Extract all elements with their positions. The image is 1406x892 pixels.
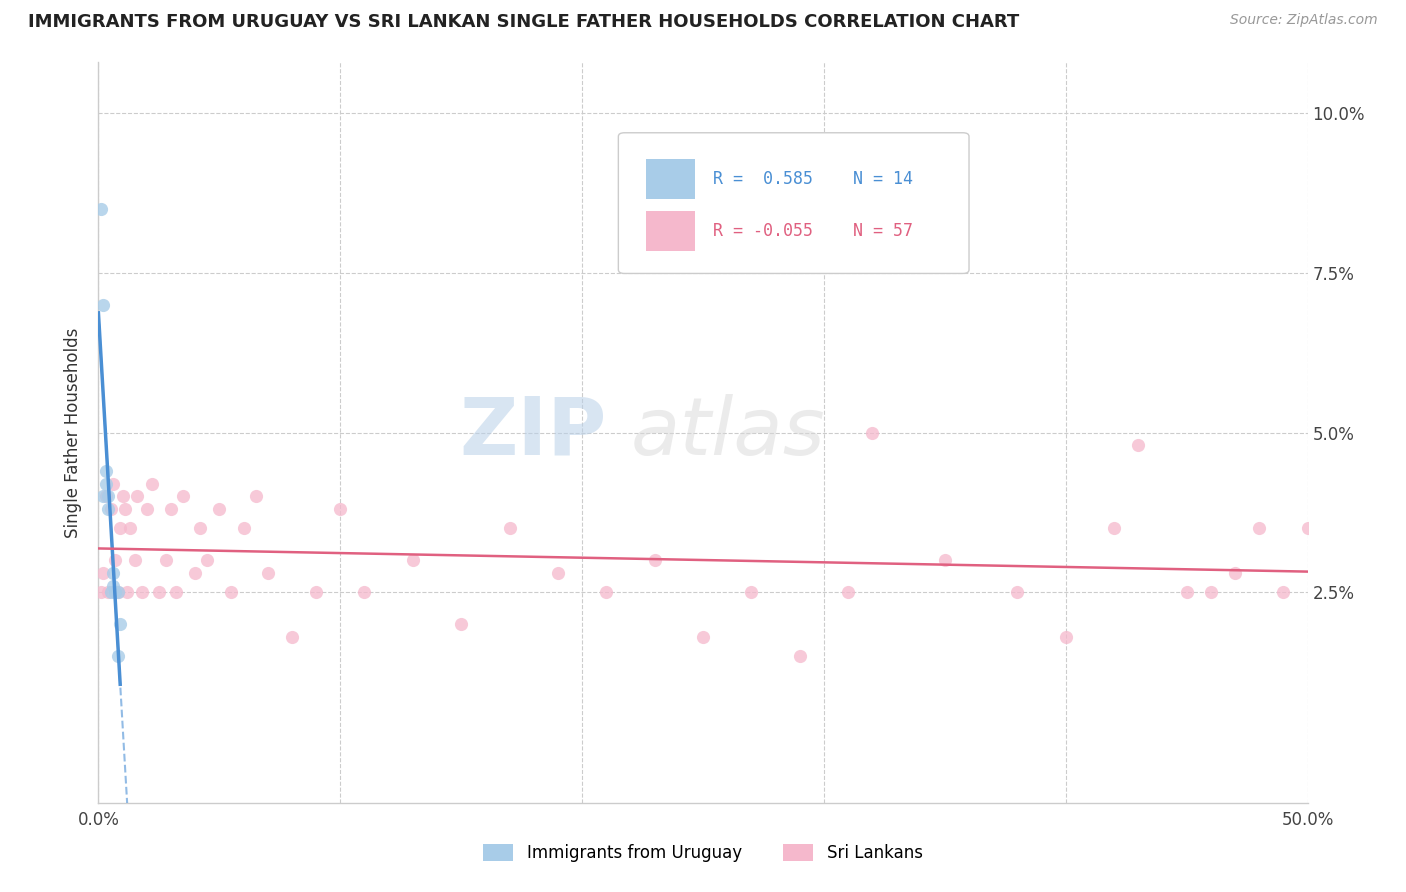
- Point: [1272, 585, 1295, 599]
- Point: [91, 490, 114, 504]
- Text: atlas: atlas: [630, 393, 825, 472]
- Text: R =  0.585    N = 14: R = 0.585 N = 14: [713, 170, 912, 188]
- Point: [97, 585, 120, 599]
- Point: [107, 585, 129, 599]
- Point: [101, 476, 124, 491]
- Point: [117, 585, 139, 599]
- Point: [97, 490, 120, 504]
- FancyBboxPatch shape: [647, 211, 695, 252]
- Point: [860, 425, 883, 440]
- Point: [104, 585, 127, 599]
- Point: [353, 585, 375, 599]
- Point: [107, 648, 129, 663]
- Point: [221, 585, 243, 599]
- Point: [111, 490, 134, 504]
- Point: [108, 617, 131, 632]
- Point: [195, 553, 218, 567]
- Point: [498, 521, 520, 535]
- Point: [184, 566, 207, 580]
- Point: [104, 553, 127, 567]
- Point: [90, 202, 112, 217]
- Point: [94, 476, 117, 491]
- Text: Source: ZipAtlas.com: Source: ZipAtlas.com: [1230, 13, 1378, 28]
- Point: [934, 553, 956, 567]
- Point: [131, 585, 153, 599]
- FancyBboxPatch shape: [619, 133, 969, 274]
- Point: [1102, 521, 1125, 535]
- Point: [100, 585, 122, 599]
- Point: [172, 490, 194, 504]
- Point: [1249, 521, 1271, 535]
- Point: [90, 585, 112, 599]
- Point: [1199, 585, 1222, 599]
- Point: [94, 464, 117, 478]
- Point: [94, 490, 117, 504]
- Point: [124, 553, 146, 567]
- Point: [127, 490, 149, 504]
- Point: [402, 553, 425, 567]
- Point: [148, 585, 170, 599]
- Text: R = -0.055    N = 57: R = -0.055 N = 57: [713, 222, 912, 240]
- Y-axis label: Single Father Households: Single Father Households: [65, 327, 83, 538]
- Point: [329, 502, 352, 516]
- Point: [1296, 521, 1319, 535]
- Point: [165, 585, 187, 599]
- Point: [1175, 585, 1198, 599]
- Point: [547, 566, 569, 580]
- Point: [160, 502, 183, 516]
- Text: IMMIGRANTS FROM URUGUAY VS SRI LANKAN SINGLE FATHER HOUSEHOLDS CORRELATION CHART: IMMIGRANTS FROM URUGUAY VS SRI LANKAN SI…: [28, 13, 1019, 31]
- Point: [245, 490, 267, 504]
- Point: [135, 502, 157, 516]
- Point: [155, 553, 177, 567]
- Point: [789, 648, 811, 663]
- Point: [100, 502, 122, 516]
- Point: [97, 502, 120, 516]
- Point: [595, 585, 617, 599]
- Point: [91, 566, 114, 580]
- Point: [208, 502, 231, 516]
- Point: [232, 521, 254, 535]
- Point: [91, 298, 114, 312]
- Point: [101, 579, 124, 593]
- Point: [141, 476, 163, 491]
- Point: [114, 502, 136, 516]
- Point: [305, 585, 328, 599]
- Legend: Immigrants from Uruguay, Sri Lankans: Immigrants from Uruguay, Sri Lankans: [477, 837, 929, 869]
- Point: [644, 553, 666, 567]
- Point: [837, 585, 859, 599]
- Point: [101, 566, 124, 580]
- FancyBboxPatch shape: [647, 159, 695, 200]
- Point: [108, 521, 131, 535]
- Point: [281, 630, 304, 644]
- Point: [1223, 566, 1246, 580]
- Text: ZIP: ZIP: [458, 393, 606, 472]
- Point: [1128, 438, 1150, 452]
- Point: [1007, 585, 1029, 599]
- Point: [692, 630, 714, 644]
- Point: [256, 566, 278, 580]
- Point: [450, 617, 472, 632]
- Point: [107, 585, 129, 599]
- Point: [188, 521, 211, 535]
- Point: [118, 521, 141, 535]
- Point: [1054, 630, 1077, 644]
- Point: [740, 585, 762, 599]
